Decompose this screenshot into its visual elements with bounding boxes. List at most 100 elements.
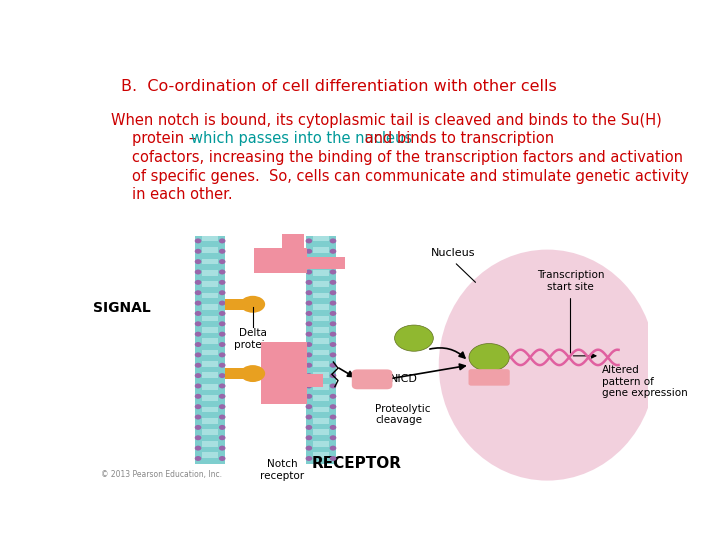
Bar: [306, 256, 345, 269]
Circle shape: [219, 363, 225, 368]
Circle shape: [305, 311, 312, 316]
Circle shape: [305, 383, 312, 388]
Circle shape: [219, 269, 225, 274]
Circle shape: [194, 373, 202, 378]
Bar: [313, 327, 329, 333]
Circle shape: [330, 425, 336, 430]
Circle shape: [219, 342, 225, 347]
Circle shape: [330, 404, 336, 409]
Text: When notch is bound, its cytoplasmic tail is cleaved and binds to the Su(H): When notch is bound, its cytoplasmic tai…: [111, 113, 662, 127]
Bar: [305, 374, 323, 387]
Circle shape: [194, 259, 202, 264]
Text: Nucleus: Nucleus: [431, 248, 475, 259]
Circle shape: [330, 363, 336, 368]
Bar: [313, 259, 329, 264]
Circle shape: [194, 415, 202, 420]
Circle shape: [330, 415, 336, 420]
Circle shape: [194, 456, 202, 461]
Text: NICD: NICD: [476, 373, 503, 382]
Text: of specific genes.  So, cells can communicate and stimulate genetic activity: of specific genes. So, cells can communi…: [132, 168, 689, 184]
Circle shape: [305, 321, 312, 326]
Bar: [202, 395, 218, 401]
Bar: [313, 304, 329, 310]
Bar: [225, 299, 246, 309]
Circle shape: [305, 342, 312, 347]
Circle shape: [194, 301, 202, 306]
Ellipse shape: [438, 249, 656, 481]
Bar: [313, 407, 329, 413]
Circle shape: [305, 249, 312, 254]
Ellipse shape: [469, 343, 509, 372]
Circle shape: [305, 353, 312, 357]
Circle shape: [194, 446, 202, 450]
Ellipse shape: [240, 296, 265, 313]
Text: Delta
protein: Delta protein: [234, 328, 271, 350]
Bar: [202, 350, 218, 355]
Text: Altered
pattern of
gene expression: Altered pattern of gene expression: [601, 365, 688, 399]
Bar: [313, 281, 329, 287]
Circle shape: [194, 332, 202, 336]
Circle shape: [194, 239, 202, 244]
Circle shape: [219, 404, 225, 409]
Text: B.  Co-ordination of cell differentiation with other cells: B. Co-ordination of cell differentiation…: [121, 79, 557, 94]
Circle shape: [219, 394, 225, 399]
Bar: [202, 418, 218, 424]
Text: Su(H): Su(H): [398, 333, 430, 343]
Bar: [225, 368, 246, 379]
Circle shape: [330, 321, 336, 326]
Bar: [313, 350, 329, 355]
Text: in each other.: in each other.: [132, 187, 233, 202]
Bar: [202, 315, 218, 321]
Circle shape: [194, 321, 202, 326]
Text: and binds to transcription: and binds to transcription: [360, 131, 554, 146]
Bar: [202, 453, 218, 458]
Text: which passes into the nucleus: which passes into the nucleus: [191, 131, 412, 146]
Circle shape: [219, 290, 225, 295]
Text: Transcription
start site: Transcription start site: [536, 271, 604, 292]
Circle shape: [219, 383, 225, 388]
Bar: [313, 373, 329, 378]
Text: Notch
receptor: Notch receptor: [260, 459, 305, 481]
Text: SIGNAL: SIGNAL: [93, 301, 150, 315]
Circle shape: [219, 311, 225, 316]
Circle shape: [330, 280, 336, 285]
Bar: [313, 236, 329, 241]
Circle shape: [330, 435, 336, 440]
Circle shape: [330, 342, 336, 347]
Circle shape: [305, 456, 312, 461]
Bar: [202, 259, 218, 264]
Circle shape: [305, 394, 312, 399]
Circle shape: [219, 321, 225, 326]
Bar: [313, 429, 329, 435]
Bar: [202, 373, 218, 378]
Circle shape: [219, 259, 225, 264]
Circle shape: [219, 249, 225, 254]
Circle shape: [305, 332, 312, 336]
Bar: [202, 293, 218, 299]
Bar: [202, 247, 218, 253]
Circle shape: [305, 415, 312, 420]
Circle shape: [330, 446, 336, 450]
Circle shape: [330, 456, 336, 461]
Circle shape: [305, 404, 312, 409]
Circle shape: [330, 383, 336, 388]
Text: cofactors, increasing the binding of the transcription factors and activation: cofactors, increasing the binding of the…: [132, 150, 683, 165]
Text: © 2013 Pearson Education, Inc.: © 2013 Pearson Education, Inc.: [101, 469, 222, 478]
Bar: [202, 407, 218, 413]
Circle shape: [219, 425, 225, 430]
Bar: [313, 270, 329, 275]
Circle shape: [194, 311, 202, 316]
Circle shape: [194, 353, 202, 357]
Bar: [202, 327, 218, 333]
Circle shape: [330, 301, 336, 306]
Circle shape: [194, 269, 202, 274]
Circle shape: [219, 456, 225, 461]
Circle shape: [194, 249, 202, 254]
Bar: [313, 384, 329, 389]
Circle shape: [194, 290, 202, 295]
Bar: [202, 441, 218, 447]
Bar: [202, 429, 218, 435]
Circle shape: [219, 280, 225, 285]
Circle shape: [194, 280, 202, 285]
Circle shape: [219, 446, 225, 450]
